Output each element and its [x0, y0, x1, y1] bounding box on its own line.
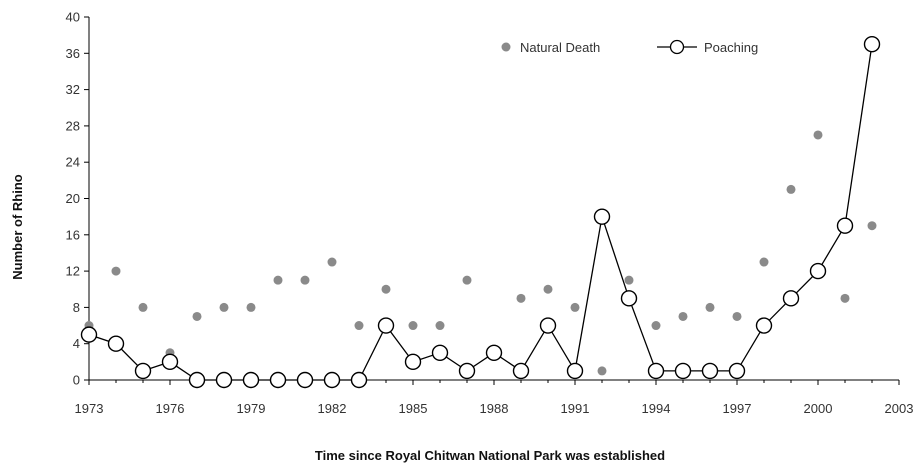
natural-death-point: [246, 302, 256, 312]
poaching-point: [593, 208, 611, 225]
natural-death-point: [543, 284, 553, 294]
x-tick-label: 1988: [480, 401, 509, 416]
poaching-point: [836, 217, 854, 234]
poaching-series: [80, 36, 881, 389]
poaching-point: [809, 262, 827, 280]
poaching-point: [188, 371, 206, 389]
y-tick-label: 32: [66, 82, 80, 97]
poaching-point: [647, 362, 665, 380]
legend-poaching-marker: [669, 39, 685, 55]
natural-death-point: [705, 302, 715, 312]
natural-death-point: [813, 130, 823, 140]
legend-poaching-label: Poaching: [704, 40, 758, 55]
natural-death-point: [867, 221, 877, 231]
x-axis-title: Time since Royal Chitwan National Park w…: [315, 448, 665, 463]
natural-death-point: [111, 266, 121, 276]
poaching-point: [782, 290, 800, 307]
natural-death-point: [138, 302, 148, 312]
poaching-point: [431, 344, 449, 361]
poaching-point: [512, 362, 530, 380]
natural-death-point: [300, 275, 310, 285]
x-tick-label: 1973: [75, 401, 104, 416]
natural-death-point: [759, 257, 769, 267]
poaching-point: [674, 362, 692, 380]
poaching-point: [377, 317, 395, 334]
y-axis-title: Number of Rhino: [10, 174, 25, 279]
y-tick-label: 16: [66, 227, 80, 242]
y-tick-label: 40: [66, 10, 80, 25]
x-tick-label: 1997: [723, 401, 752, 416]
natural-death-point: [192, 311, 202, 321]
poaching-point: [728, 362, 746, 380]
natural-death-point: [219, 302, 229, 312]
x-tick-label: 2000: [804, 401, 833, 416]
poaching-point: [539, 317, 557, 334]
poaching-point: [215, 371, 233, 389]
poaching-point: [566, 362, 584, 380]
natural-death-point: [651, 321, 661, 331]
y-tick-label: 36: [66, 46, 80, 61]
poaching-point: [350, 371, 368, 389]
natural-death-point: [354, 321, 364, 331]
legend-natural-death-marker: [501, 42, 511, 52]
y-tick-label: 28: [66, 118, 80, 133]
poaching-point: [485, 344, 503, 361]
natural-death-series: [84, 130, 877, 376]
poaching-point: [863, 36, 881, 53]
natural-death-point: [786, 184, 796, 194]
natural-death-point: [273, 275, 283, 285]
poaching-point: [620, 290, 638, 307]
poaching-point: [161, 353, 179, 371]
natural-death-point: [570, 302, 580, 312]
natural-death-point: [840, 293, 850, 303]
natural-death-point: [624, 275, 634, 285]
natural-death-point: [327, 257, 337, 267]
poaching-point: [80, 326, 98, 343]
y-tick-label: 0: [73, 373, 80, 388]
y-tick-label: 24: [66, 155, 80, 170]
x-tick-label: 1991: [561, 401, 590, 416]
y-tick-label: 12: [66, 264, 80, 279]
legend-natural-death-label: Natural Death: [520, 40, 600, 55]
natural-death-point: [516, 293, 526, 303]
natural-death-point: [435, 321, 445, 331]
axes: 0 4 8 12 16 20 24 28 32 36 40 1973 1976 1979 1982 1985 1…: [66, 10, 914, 417]
poaching-point: [242, 371, 260, 389]
poaching-line: [88, 44, 873, 381]
x-tick-label: 1982: [318, 401, 347, 416]
natural-death-point: [462, 275, 472, 285]
legend: Natural Death Poaching: [501, 39, 758, 55]
poaching-point: [323, 371, 341, 389]
y-tick-label: 20: [66, 191, 80, 206]
x-tick-label: 2003: [885, 401, 914, 416]
x-tick-label: 1979: [237, 401, 266, 416]
natural-death-point: [408, 321, 418, 331]
poaching-point: [107, 335, 125, 352]
poaching-point: [701, 362, 719, 380]
poaching-point: [755, 317, 773, 334]
poaching-point: [404, 353, 422, 371]
natural-death-point: [732, 311, 742, 321]
natural-death-point: [597, 366, 607, 376]
x-tick-label: 1985: [399, 401, 428, 416]
x-tick-label: 1976: [156, 401, 185, 416]
poaching-point: [296, 371, 314, 389]
natural-death-point: [678, 311, 688, 321]
natural-death-point: [381, 284, 391, 294]
poaching-point: [269, 371, 287, 389]
y-tick-label: 4: [73, 336, 80, 351]
x-tick-label: 1994: [642, 401, 671, 416]
poaching-point: [458, 362, 476, 380]
poaching-point: [134, 362, 152, 380]
y-tick-label: 8: [73, 300, 80, 315]
